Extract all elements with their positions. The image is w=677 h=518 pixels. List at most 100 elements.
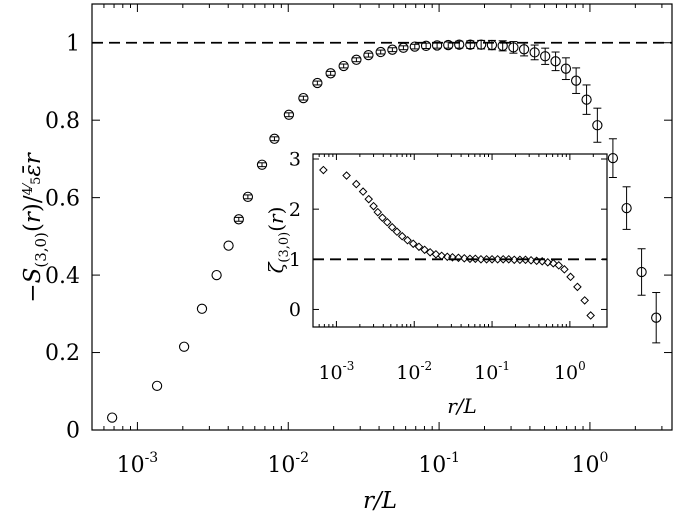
- data-point: [211, 269, 222, 281]
- data-point: [651, 312, 662, 323]
- inset-data-point: [487, 254, 497, 264]
- y-tick-label: 0: [66, 419, 80, 444]
- y-tick-label: 0.2: [45, 341, 80, 366]
- inset-data-point: [554, 261, 564, 270]
- inset-data-point: [397, 231, 407, 241]
- inset-data-point: [319, 165, 328, 175]
- inset-data-point: [526, 256, 536, 265]
- x-tick-label: 10-3: [117, 450, 159, 478]
- data-point: [529, 47, 540, 58]
- inset-data-point: [476, 254, 486, 264]
- data-point: [375, 46, 386, 58]
- inset-data-point: [573, 282, 582, 292]
- y-tick-label: 0.6: [45, 186, 80, 211]
- inset-data-point: [442, 252, 452, 262]
- y-axis-label: −S(3,0)(r)/4⁄5ε̄r: [20, 151, 50, 302]
- data-point: [151, 380, 163, 392]
- data-point: [269, 133, 280, 144]
- inset-data-point: [566, 272, 575, 282]
- inset-data-point: [403, 235, 412, 245]
- data-point: [256, 159, 268, 170]
- data-point: [363, 49, 374, 61]
- inset-data-point: [509, 255, 519, 265]
- inset-data-point: [586, 311, 595, 320]
- inset-data-point: [454, 253, 463, 263]
- x-tick-label: 10-1: [418, 450, 460, 478]
- data-point: [508, 42, 519, 53]
- inset-data-point: [373, 207, 383, 217]
- data-point: [283, 109, 295, 120]
- x-tick-label: 10-2: [267, 450, 309, 478]
- data-point: [398, 42, 409, 53]
- inset-data-point: [548, 259, 558, 268]
- inset-data-point: [364, 194, 374, 204]
- inset-x-axis-label: r/L: [447, 394, 477, 418]
- data-point: [465, 39, 476, 50]
- x-axis-label: r/L: [363, 488, 397, 514]
- inset-data-point: [537, 257, 547, 266]
- inset-data-point: [342, 171, 351, 180]
- inset-x-tick-label: 10-1: [474, 359, 510, 384]
- inset-data-point: [521, 255, 530, 265]
- inset-y-tick-label: 0: [289, 299, 301, 321]
- inset-data-point: [425, 247, 435, 257]
- data-point: [106, 412, 118, 423]
- inset-y-tick-label: 2: [289, 199, 301, 221]
- data-point: [431, 40, 443, 51]
- data-point: [581, 94, 592, 105]
- inset-data-point: [460, 253, 469, 263]
- inset-data-point: [543, 258, 553, 267]
- data-point: [454, 39, 465, 50]
- inset-data-point: [392, 227, 402, 237]
- data-point: [387, 44, 398, 55]
- inset-data-point: [437, 251, 446, 261]
- data-point: [312, 77, 323, 89]
- data-point: [178, 341, 190, 352]
- inset-data-point: [382, 217, 392, 227]
- inset-data-point: [515, 255, 525, 265]
- data-point: [518, 44, 530, 55]
- inset-data-point: [580, 296, 589, 305]
- inset-data-point: [420, 245, 429, 255]
- inset-plot: 10-3 10-2 10-1 100 0 1 2 3 r/L ζ(3,0)(r): [264, 149, 608, 418]
- inset-data-point: [351, 179, 361, 189]
- y-axis-label-text: −S(3,0)(r)/4⁄5ε̄r: [20, 151, 50, 302]
- data-point: [338, 60, 349, 72]
- inset-y-axis-label: ζ(3,0)(r): [264, 207, 292, 274]
- inset-data-point: [369, 201, 378, 211]
- data-point: [351, 54, 362, 65]
- inset-data-point: [560, 265, 569, 274]
- inset-data-point: [378, 213, 387, 222]
- inset-data-point: [471, 254, 480, 264]
- data-point: [497, 40, 508, 51]
- data-point: [636, 266, 647, 278]
- inset-x-tick-label: 100: [554, 359, 586, 384]
- inset-x-tick-label: 10-3: [318, 359, 354, 384]
- inset-data-point: [408, 239, 418, 249]
- inset-data-point: [387, 222, 397, 232]
- data-point: [223, 240, 234, 251]
- data-point: [550, 56, 561, 67]
- data-point: [325, 68, 336, 79]
- data-point: [486, 39, 498, 51]
- data-point: [475, 39, 487, 50]
- x-tick-label: 100: [571, 450, 608, 478]
- data-point: [621, 202, 632, 214]
- inset-data-point: [532, 256, 541, 266]
- inset-data-point: [504, 254, 514, 264]
- data-point: [570, 75, 582, 86]
- inset-data-point: [414, 242, 424, 252]
- data-point: [592, 120, 603, 131]
- inset-data-point: [498, 254, 508, 264]
- data-point: [560, 63, 572, 74]
- inset-data-point: [493, 254, 502, 264]
- data-point: [443, 39, 454, 51]
- inset-x-tick-label: 10-2: [396, 359, 432, 384]
- inset-y-tick-label: 1: [289, 249, 301, 271]
- y-tick-label: 1: [66, 31, 80, 56]
- data-point: [242, 191, 254, 203]
- inset-data-point: [358, 187, 368, 196]
- inset-y-axis-label-text: ζ(3,0)(r): [264, 207, 292, 274]
- data-point: [233, 214, 244, 225]
